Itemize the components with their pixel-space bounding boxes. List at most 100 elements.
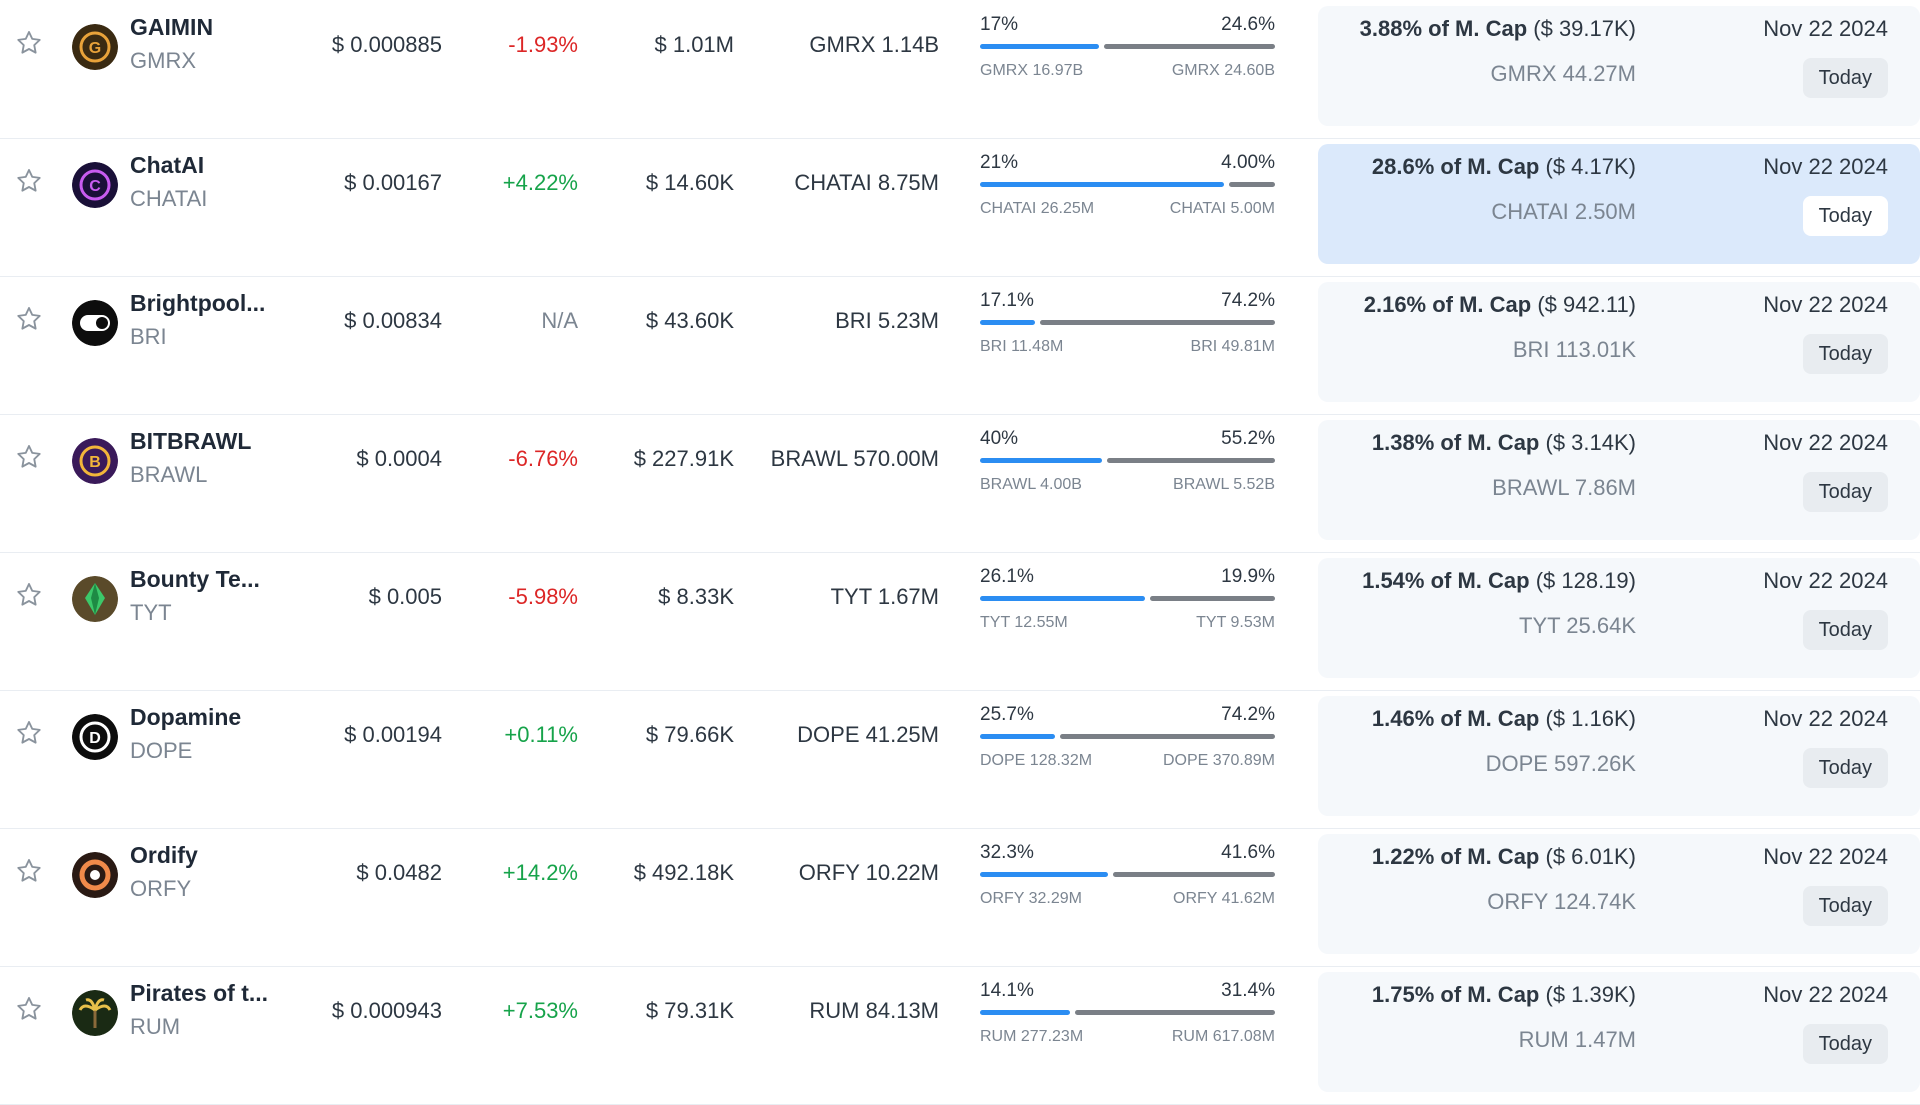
unlock-progress-bar bbox=[980, 734, 1275, 739]
token-name[interactable]: Pirates of t... bbox=[130, 980, 269, 1006]
unlocked-amount: TYT 12.55M bbox=[980, 614, 1068, 631]
locked-percent: 24.6% bbox=[1221, 14, 1275, 35]
next-unlock-card[interactable]: 2.16% of M. Cap ($ 942.11) BRI 113.01K N… bbox=[1318, 282, 1920, 402]
unlocked-percent: 32.3% bbox=[980, 842, 1034, 863]
token-name[interactable]: GAIMIN bbox=[130, 14, 214, 40]
favorite-star-icon[interactable] bbox=[14, 580, 44, 610]
unlocked-amount: BRI 11.48M bbox=[980, 338, 1064, 355]
today-badge[interactable]: Today bbox=[1802, 610, 1888, 650]
next-unlock-card[interactable]: 1.38% of M. Cap ($ 3.14K) BRAWL 7.86M No… bbox=[1318, 420, 1920, 540]
unlocked-percent: 25.7% bbox=[980, 704, 1034, 725]
unlock-date: Nov 22 2024 bbox=[1763, 292, 1888, 317]
next-unlock-card[interactable]: 1.46% of M. Cap ($ 1.16K) DOPE 597.26K N… bbox=[1318, 696, 1920, 816]
locked-percent: 31.4% bbox=[1221, 980, 1275, 1001]
circulating-supply: BRI 5.23M bbox=[835, 308, 939, 333]
volume-24h: $ 43.60K bbox=[645, 308, 734, 333]
token-logo-icon: G bbox=[72, 24, 118, 70]
unlock-progress: 17% 24.6% GMRX 16.97B GMRX 24.60B bbox=[980, 10, 1275, 90]
unlocked-percent: 26.1% bbox=[980, 566, 1034, 587]
circulating-supply: CHATAI 8.75M bbox=[794, 170, 939, 195]
token-logo-icon: C bbox=[72, 162, 118, 208]
next-unlock-card[interactable]: 1.54% of M. Cap ($ 128.19) TYT 25.64K No… bbox=[1318, 558, 1920, 678]
unlocked-amount: BRAWL 4.00B bbox=[980, 476, 1082, 493]
table-row[interactable]: G GAIMIN GMRX $ 0.000885 -1.93% $ 1.01M … bbox=[0, 0, 1920, 139]
token-name[interactable]: BITBRAWL bbox=[130, 428, 252, 454]
token-symbol: TYT bbox=[130, 600, 172, 625]
unlocked-bar-fill bbox=[980, 458, 1102, 463]
token-price: $ 0.005 bbox=[368, 584, 442, 609]
favorite-star-icon[interactable] bbox=[14, 166, 44, 196]
unlock-progress: 14.1% 31.4% RUM 277.23M RUM 617.08M bbox=[980, 976, 1275, 1056]
favorite-star-icon[interactable] bbox=[14, 856, 44, 886]
next-unlock-card[interactable]: 1.22% of M. Cap ($ 6.01K) ORFY 124.74K N… bbox=[1318, 834, 1920, 954]
token-name[interactable]: Bounty Te... bbox=[130, 566, 260, 592]
token-symbol: CHATAI bbox=[130, 186, 208, 211]
token-symbol: RUM bbox=[130, 1014, 181, 1039]
table-row[interactable]: C ChatAI CHATAI $ 0.00167 +4.22% $ 14.60… bbox=[0, 138, 1920, 277]
today-badge[interactable]: Today bbox=[1802, 334, 1888, 374]
unlocked-bar-fill bbox=[980, 872, 1108, 877]
today-badge[interactable]: Today bbox=[1802, 748, 1888, 788]
next-unlock-card[interactable]: 28.6% of M. Cap ($ 4.17K) CHATAI 2.50M N… bbox=[1318, 144, 1920, 264]
circulating-supply: BRAWL 570.00M bbox=[770, 446, 939, 471]
unlock-mcap-share: 1.22% of M. Cap ($ 6.01K) bbox=[1371, 844, 1636, 869]
unlock-progress-bar bbox=[980, 458, 1275, 463]
table-row[interactable]: Pirates of t... RUM $ 0.000943 +7.53% $ … bbox=[0, 966, 1920, 1105]
unlock-progress: 21% 4.00% CHATAI 26.25M CHATAI 5.00M bbox=[980, 148, 1275, 228]
unlocked-bar-fill bbox=[980, 596, 1145, 601]
favorite-star-icon[interactable] bbox=[14, 28, 44, 58]
favorite-star-icon[interactable] bbox=[14, 718, 44, 748]
unlock-progress-bar bbox=[980, 1010, 1275, 1015]
next-unlock-card[interactable]: 1.75% of M. Cap ($ 1.39K) RUM 1.47M Nov … bbox=[1318, 972, 1920, 1092]
unlocked-percent: 17% bbox=[980, 14, 1019, 35]
price-change: +0.11% bbox=[504, 722, 578, 747]
volume-24h: $ 1.01M bbox=[654, 32, 735, 57]
unlock-progress-bar bbox=[980, 872, 1275, 877]
token-name[interactable]: Ordify bbox=[130, 842, 198, 868]
token-symbol: GMRX bbox=[130, 48, 196, 73]
next-unlock-card[interactable]: 3.88% of M. Cap ($ 39.17K) GMRX 44.27M N… bbox=[1318, 6, 1920, 126]
unlock-amount: CHATAI 2.50M bbox=[1491, 199, 1636, 224]
favorite-star-icon[interactable] bbox=[14, 304, 44, 334]
unlock-mcap-share: 1.75% of M. Cap ($ 1.39K) bbox=[1371, 982, 1636, 1007]
unlocked-amount: ORFY 32.29M bbox=[980, 890, 1082, 907]
unlock-mcap-share: 2.16% of M. Cap ($ 942.11) bbox=[1363, 292, 1636, 317]
favorite-star-icon[interactable] bbox=[14, 994, 44, 1024]
table-row[interactable]: Ordify ORFY $ 0.0482 +14.2% $ 492.18K OR… bbox=[0, 828, 1920, 967]
token-name[interactable]: ChatAI bbox=[130, 152, 205, 178]
price-change: -6.76% bbox=[508, 446, 578, 471]
locked-percent: 74.2% bbox=[1221, 290, 1275, 311]
locked-amount: GMRX 24.60B bbox=[1171, 62, 1275, 79]
locked-bar-fill bbox=[1113, 872, 1275, 877]
unlock-date: Nov 22 2024 bbox=[1763, 154, 1888, 179]
unlock-amount: TYT 25.64K bbox=[1519, 613, 1636, 638]
unlock-progress: 32.3% 41.6% ORFY 32.29M ORFY 41.62M bbox=[980, 838, 1275, 918]
table-row[interactable]: Bounty Te... TYT $ 0.005 -5.98% $ 8.33K … bbox=[0, 552, 1920, 691]
unlocked-amount: DOPE 128.32M bbox=[980, 752, 1093, 769]
favorite-star-icon[interactable] bbox=[14, 442, 44, 472]
volume-24h: $ 8.33K bbox=[658, 584, 734, 609]
table-row[interactable]: Brightpool... BRI $ 0.00834 N/A $ 43.60K… bbox=[0, 276, 1920, 415]
unlocked-amount: GMRX 16.97B bbox=[980, 62, 1084, 79]
locked-bar-fill bbox=[1104, 44, 1275, 49]
token-name[interactable]: Brightpool... bbox=[130, 290, 266, 316]
unlock-mcap-share: 3.88% of M. Cap ($ 39.17K) bbox=[1359, 16, 1636, 41]
table-row[interactable]: B BITBRAWL BRAWL $ 0.0004 -6.76% $ 227.9… bbox=[0, 414, 1920, 553]
unlock-amount: BRI 113.01K bbox=[1512, 337, 1636, 362]
circulating-supply: GMRX 1.14B bbox=[809, 32, 939, 57]
today-badge[interactable]: Today bbox=[1802, 886, 1888, 926]
today-badge[interactable]: Today bbox=[1802, 1024, 1888, 1064]
today-badge[interactable]: Today bbox=[1802, 196, 1888, 236]
unlock-progress: 25.7% 74.2% DOPE 128.32M DOPE 370.89M bbox=[980, 700, 1275, 780]
locked-percent: 19.9% bbox=[1221, 566, 1275, 587]
today-badge[interactable]: Today bbox=[1802, 58, 1888, 98]
locked-amount: BRAWL 5.52B bbox=[1173, 476, 1275, 493]
unlock-amount: RUM 1.47M bbox=[1518, 1027, 1636, 1052]
today-badge[interactable]: Today bbox=[1802, 472, 1888, 512]
volume-24h: $ 79.66K bbox=[645, 722, 734, 747]
token-name[interactable]: Dopamine bbox=[130, 704, 242, 730]
unlock-amount: ORFY 124.74K bbox=[1487, 889, 1636, 914]
price-change: N/A bbox=[541, 308, 578, 333]
locked-percent: 4.00% bbox=[1221, 152, 1275, 173]
table-row[interactable]: D Dopamine DOPE $ 0.00194 +0.11% $ 79.66… bbox=[0, 690, 1920, 829]
